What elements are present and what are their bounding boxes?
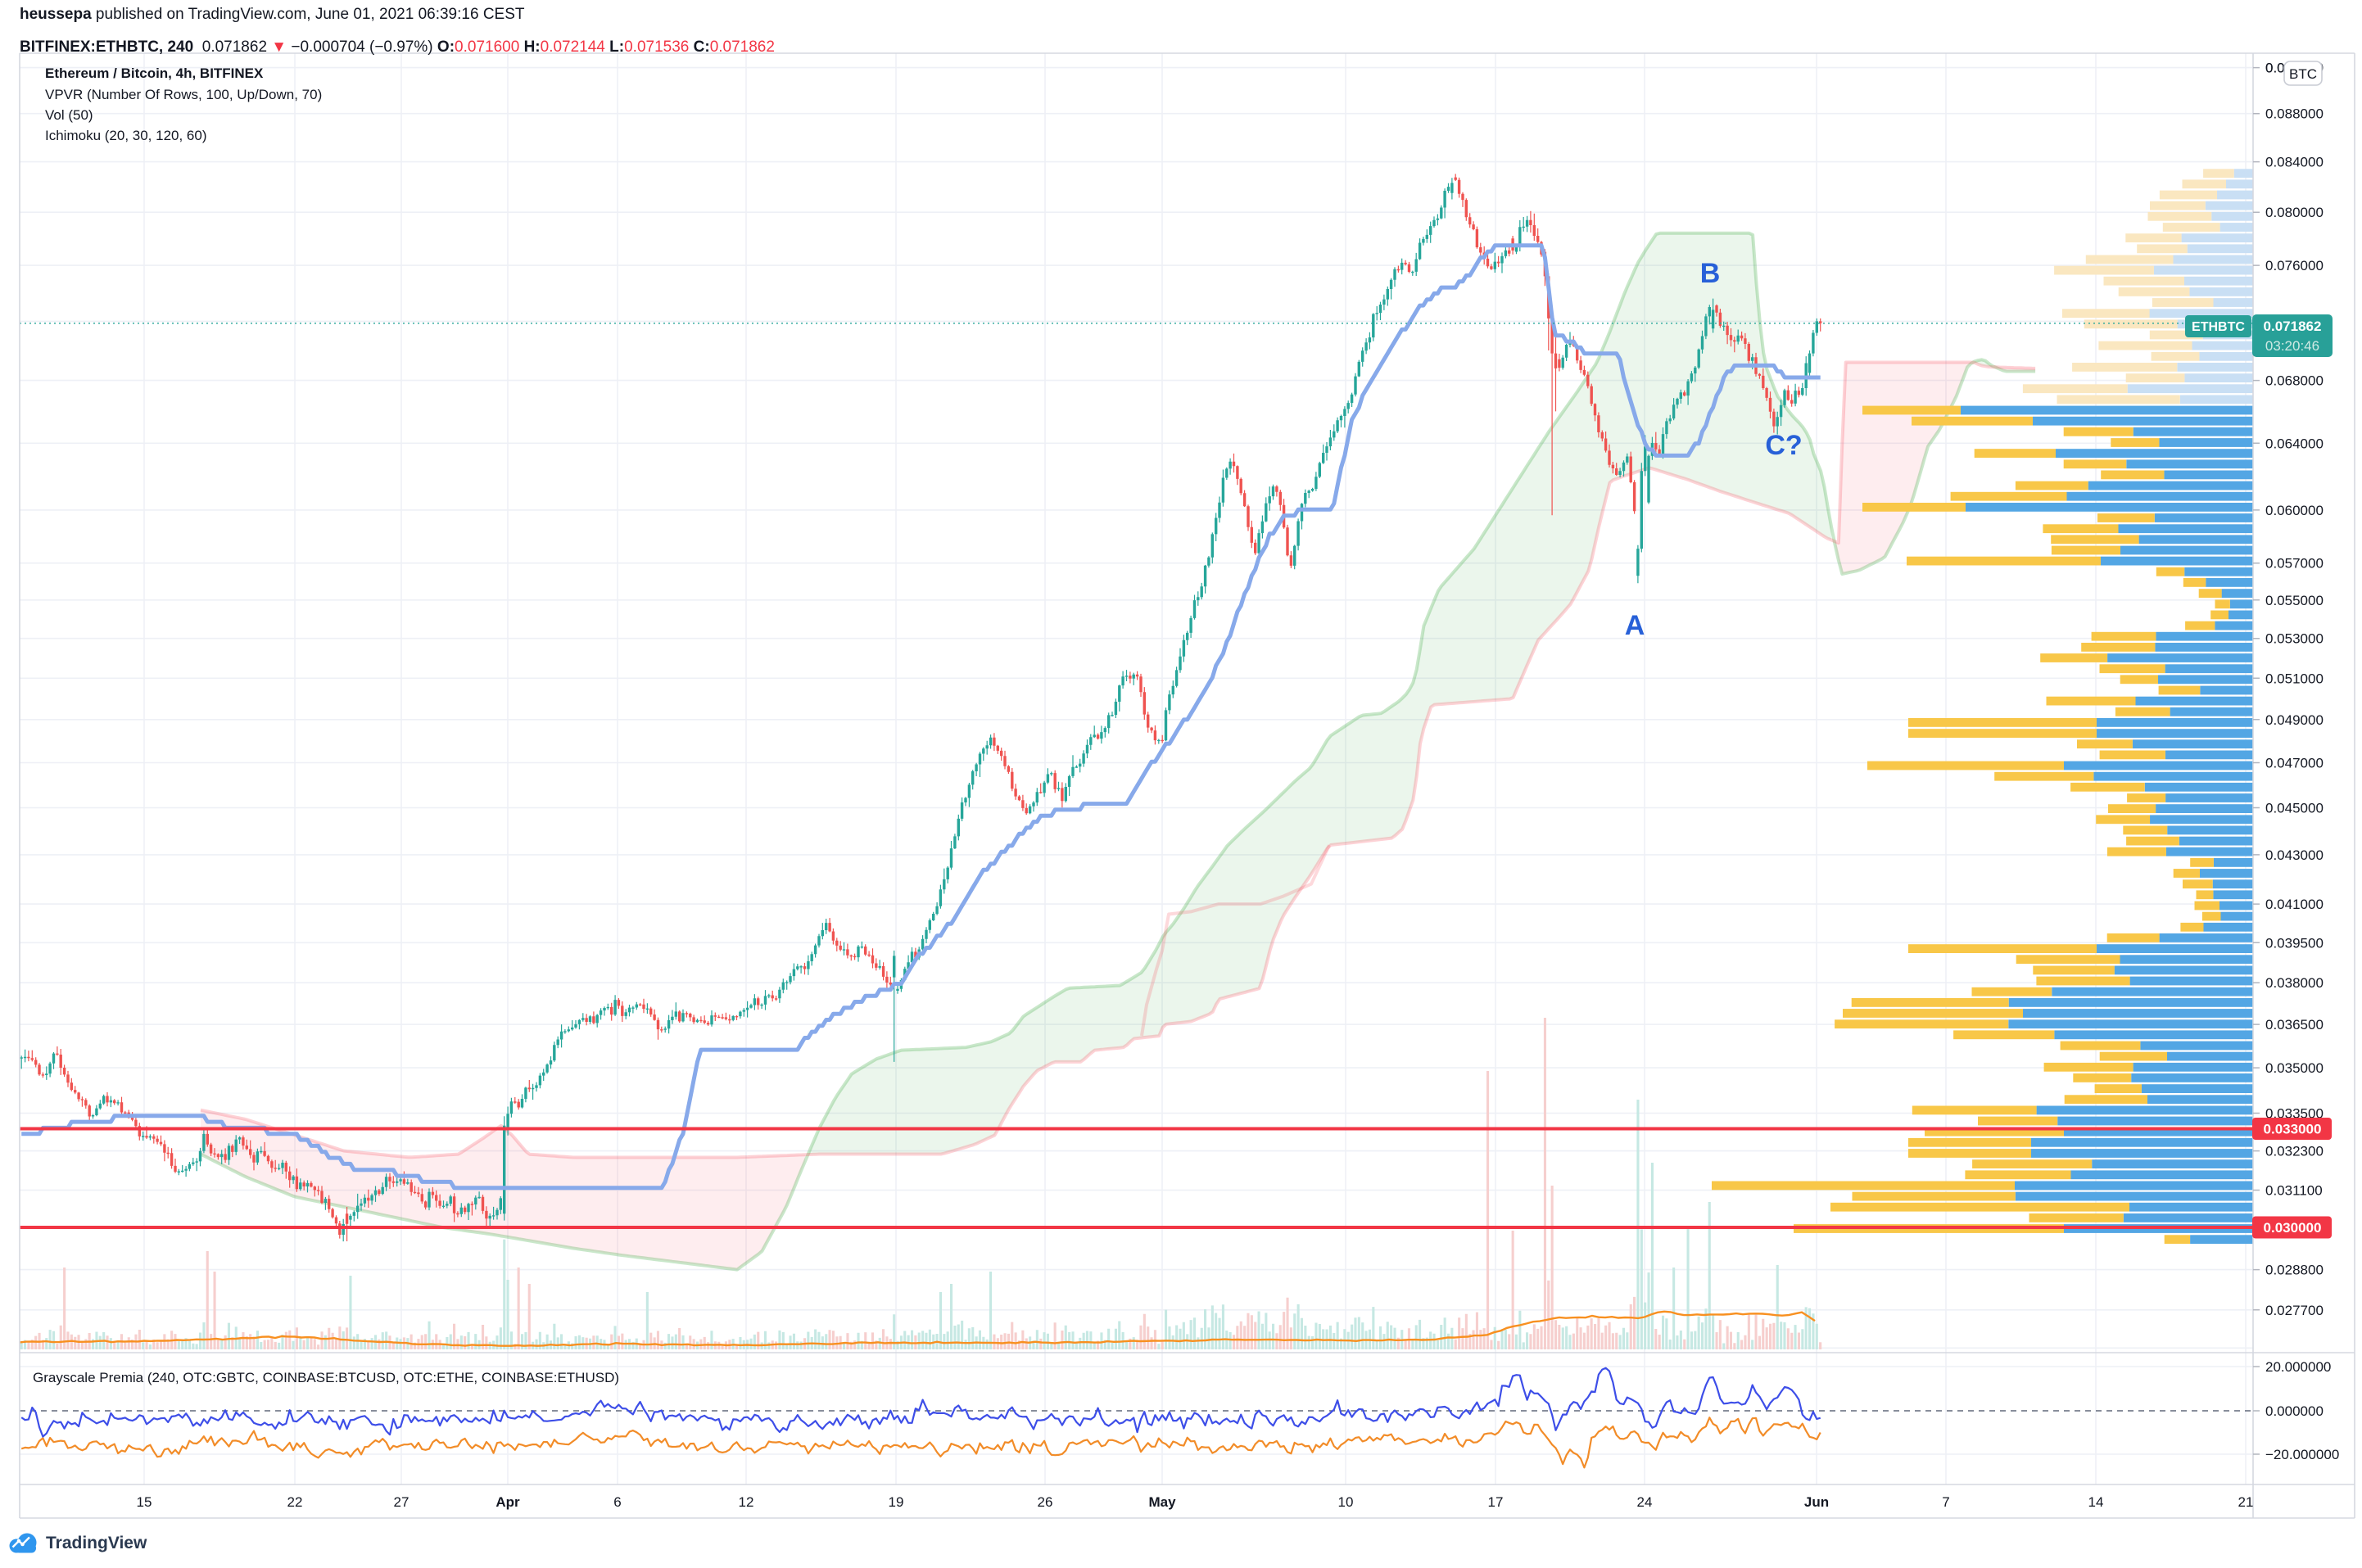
svg-text:B: B bbox=[1700, 258, 1721, 289]
svg-text:heussepa published on TradingV: heussepa published on TradingView.com, J… bbox=[20, 6, 525, 23]
svg-text:May: May bbox=[1148, 1494, 1176, 1510]
svg-text:0.028800: 0.028800 bbox=[2265, 1263, 2324, 1278]
svg-text:0.000000: 0.000000 bbox=[2265, 1403, 2324, 1419]
svg-text:0.041000: 0.041000 bbox=[2265, 897, 2324, 912]
svg-text:6: 6 bbox=[613, 1494, 621, 1510]
svg-text:15: 15 bbox=[137, 1494, 152, 1510]
svg-text:0.047000: 0.047000 bbox=[2265, 756, 2324, 771]
svg-text:C?: C? bbox=[1765, 430, 1802, 461]
svg-text:12: 12 bbox=[739, 1494, 754, 1510]
svg-text:Apr: Apr bbox=[495, 1494, 520, 1510]
svg-text:0.057000: 0.057000 bbox=[2265, 556, 2324, 572]
svg-text:0.031100: 0.031100 bbox=[2265, 1183, 2323, 1199]
svg-text:10: 10 bbox=[1338, 1494, 1354, 1510]
svg-text:0.088000: 0.088000 bbox=[2265, 106, 2324, 122]
svg-text:A: A bbox=[1625, 610, 1645, 641]
svg-text:−20.000000: −20.000000 bbox=[2265, 1447, 2339, 1462]
svg-text:BITFINEX:ETHBTC, 240 0.071862: BITFINEX:ETHBTC, 240 0.071862 ▼ −0.00070… bbox=[20, 38, 775, 56]
svg-text:0.064000: 0.064000 bbox=[2265, 436, 2324, 451]
svg-text:0.035000: 0.035000 bbox=[2265, 1060, 2324, 1076]
svg-text:VPVR (Number Of Rows, 100, Up/: VPVR (Number Of Rows, 100, Up/Down, 70) bbox=[45, 87, 322, 102]
svg-text:0.080000: 0.080000 bbox=[2265, 205, 2324, 220]
svg-text:0.036500: 0.036500 bbox=[2265, 1017, 2324, 1033]
svg-text:0.068000: 0.068000 bbox=[2265, 373, 2324, 389]
svg-text:14: 14 bbox=[2088, 1494, 2104, 1510]
svg-text:0.049000: 0.049000 bbox=[2265, 712, 2324, 728]
svg-text:0.032300: 0.032300 bbox=[2265, 1144, 2324, 1159]
svg-text:0.039500: 0.039500 bbox=[2265, 935, 2324, 951]
svg-text:7: 7 bbox=[1942, 1494, 1949, 1510]
svg-text:22: 22 bbox=[287, 1494, 303, 1510]
svg-text:Ichimoku (20, 30, 120, 60): Ichimoku (20, 30, 120, 60) bbox=[45, 128, 207, 143]
svg-text:0.076000: 0.076000 bbox=[2265, 258, 2324, 273]
svg-text:19: 19 bbox=[889, 1494, 904, 1510]
svg-text:0.043000: 0.043000 bbox=[2265, 847, 2324, 863]
svg-text:0.071862: 0.071862 bbox=[2264, 319, 2322, 334]
svg-text:27: 27 bbox=[394, 1494, 410, 1510]
svg-text:03:20:46: 03:20:46 bbox=[2265, 338, 2319, 354]
svg-text:Jun: Jun bbox=[1804, 1494, 1829, 1510]
svg-text:TradingView: TradingView bbox=[46, 1534, 147, 1552]
svg-text:0.051000: 0.051000 bbox=[2265, 671, 2324, 686]
svg-text:Grayscale Premia (240, OTC:GBT: Grayscale Premia (240, OTC:GBTC, COINBAS… bbox=[33, 1370, 619, 1385]
svg-text:0.060000: 0.060000 bbox=[2265, 503, 2324, 518]
svg-text:0.055000: 0.055000 bbox=[2265, 593, 2324, 608]
svg-text:0.038000: 0.038000 bbox=[2265, 975, 2324, 991]
svg-text:0.045000: 0.045000 bbox=[2265, 801, 2324, 816]
svg-text:17: 17 bbox=[1488, 1494, 1504, 1510]
svg-text:0.033000: 0.033000 bbox=[2264, 1122, 2322, 1137]
svg-text:24: 24 bbox=[1637, 1494, 1653, 1510]
svg-text:BTC: BTC bbox=[2289, 66, 2317, 82]
svg-text:Vol (50): Vol (50) bbox=[45, 107, 93, 123]
svg-text:0.027700: 0.027700 bbox=[2265, 1303, 2324, 1318]
svg-text:Ethereum / Bitcoin, 4h, BITFIN: Ethereum / Bitcoin, 4h, BITFINEX bbox=[45, 66, 264, 81]
svg-text:0.033500: 0.033500 bbox=[2265, 1106, 2324, 1122]
svg-text:0.030000: 0.030000 bbox=[2264, 1220, 2322, 1236]
svg-text:21: 21 bbox=[2238, 1494, 2254, 1510]
svg-text:0.053000: 0.053000 bbox=[2265, 631, 2324, 647]
svg-text:ETHBTC: ETHBTC bbox=[2192, 320, 2245, 334]
svg-text:0.084000: 0.084000 bbox=[2265, 155, 2324, 170]
svg-text:20.000000: 20.000000 bbox=[2265, 1359, 2331, 1375]
svg-text:26: 26 bbox=[1038, 1494, 1053, 1510]
